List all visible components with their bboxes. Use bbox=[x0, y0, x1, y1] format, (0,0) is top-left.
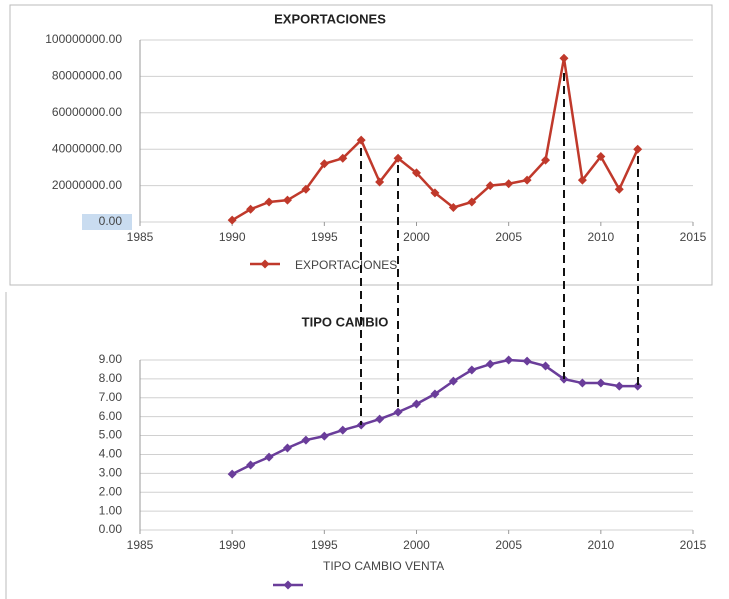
marker bbox=[430, 389, 440, 399]
x-tick-label: 1990 bbox=[219, 538, 246, 552]
marker bbox=[227, 215, 237, 225]
y-tick-label: 4.00 bbox=[99, 447, 123, 461]
marker bbox=[319, 431, 329, 441]
marker bbox=[282, 195, 292, 205]
marker bbox=[338, 425, 348, 435]
marker bbox=[301, 435, 311, 445]
marker bbox=[430, 188, 440, 198]
highlight bbox=[82, 214, 132, 230]
marker bbox=[596, 151, 606, 161]
marker bbox=[467, 197, 477, 207]
marker bbox=[375, 414, 385, 424]
legend-label: TIPO CAMBIO VENTA bbox=[323, 559, 444, 573]
marker bbox=[282, 443, 292, 453]
y-tick-label: 60000000.00 bbox=[52, 105, 122, 119]
y-tick-label: 9.00 bbox=[99, 352, 123, 366]
x-tick-label: 1995 bbox=[311, 230, 338, 244]
x-tick-label: 1985 bbox=[127, 230, 154, 244]
x-tick-label: 2015 bbox=[680, 538, 707, 552]
marker bbox=[559, 53, 569, 63]
legend-marker bbox=[260, 259, 270, 269]
y-tick-label: 2.00 bbox=[99, 484, 123, 498]
x-tick-label: 2000 bbox=[403, 538, 430, 552]
x-tick-label: 2015 bbox=[680, 230, 707, 244]
marker bbox=[614, 381, 624, 391]
marker bbox=[614, 184, 624, 194]
marker bbox=[485, 181, 495, 191]
marker bbox=[541, 361, 551, 371]
marker bbox=[633, 144, 643, 154]
y-tick-label: 0.00 bbox=[99, 522, 123, 536]
connectors bbox=[360, 73, 639, 425]
y-tick-label: 0.00 bbox=[99, 214, 123, 228]
marker bbox=[227, 469, 237, 479]
marker bbox=[522, 356, 532, 366]
marker bbox=[448, 202, 458, 212]
marker bbox=[485, 359, 495, 369]
x-tick-label: 2010 bbox=[587, 230, 614, 244]
y-tick-label: 100000000.00 bbox=[45, 32, 122, 46]
y-tick-label: 3.00 bbox=[99, 466, 123, 480]
x-tick-label: 2010 bbox=[587, 538, 614, 552]
marker bbox=[541, 155, 551, 165]
marker bbox=[375, 177, 385, 187]
marker bbox=[319, 159, 329, 169]
marker bbox=[412, 399, 421, 409]
y-tick-label: 8.00 bbox=[99, 371, 123, 385]
y-tick-label: 7.00 bbox=[99, 390, 123, 404]
x-tick-label: 2000 bbox=[403, 230, 430, 244]
marker bbox=[448, 376, 458, 386]
marker bbox=[504, 355, 514, 365]
marker bbox=[504, 179, 514, 189]
marker bbox=[246, 204, 256, 214]
marker bbox=[577, 378, 587, 388]
marker bbox=[633, 381, 643, 391]
marker bbox=[577, 175, 587, 185]
x-tick-label: 1990 bbox=[219, 230, 246, 244]
y-tick-label: 6.00 bbox=[99, 409, 123, 423]
marker bbox=[596, 378, 606, 388]
y-tick-label: 1.00 bbox=[99, 503, 123, 517]
y-tick-label: 40000000.00 bbox=[52, 141, 122, 155]
chart-title: TIPO CAMBIO bbox=[302, 314, 389, 329]
y-tick-label: 5.00 bbox=[99, 428, 123, 442]
y-tick-label: 20000000.00 bbox=[52, 178, 122, 192]
marker bbox=[559, 374, 569, 384]
legend-marker bbox=[283, 580, 293, 590]
marker bbox=[393, 153, 403, 163]
legend-label: EXPORTACIONES bbox=[295, 258, 397, 272]
marker bbox=[338, 153, 348, 163]
marker bbox=[393, 407, 403, 417]
y-tick-label: 80000000.00 bbox=[52, 69, 122, 83]
x-tick-label: 2005 bbox=[495, 230, 522, 244]
marker bbox=[246, 460, 256, 470]
x-tick-label: 1995 bbox=[311, 538, 338, 552]
marker bbox=[356, 135, 366, 145]
marker bbox=[264, 197, 274, 207]
marker bbox=[467, 365, 477, 375]
marker bbox=[301, 184, 311, 194]
marker bbox=[522, 175, 532, 185]
marker bbox=[264, 452, 274, 462]
x-tick-label: 1985 bbox=[127, 538, 154, 552]
marker bbox=[412, 168, 421, 178]
x-tick-label: 2005 bbox=[495, 538, 522, 552]
chart-title: EXPORTACIONES bbox=[274, 11, 386, 26]
